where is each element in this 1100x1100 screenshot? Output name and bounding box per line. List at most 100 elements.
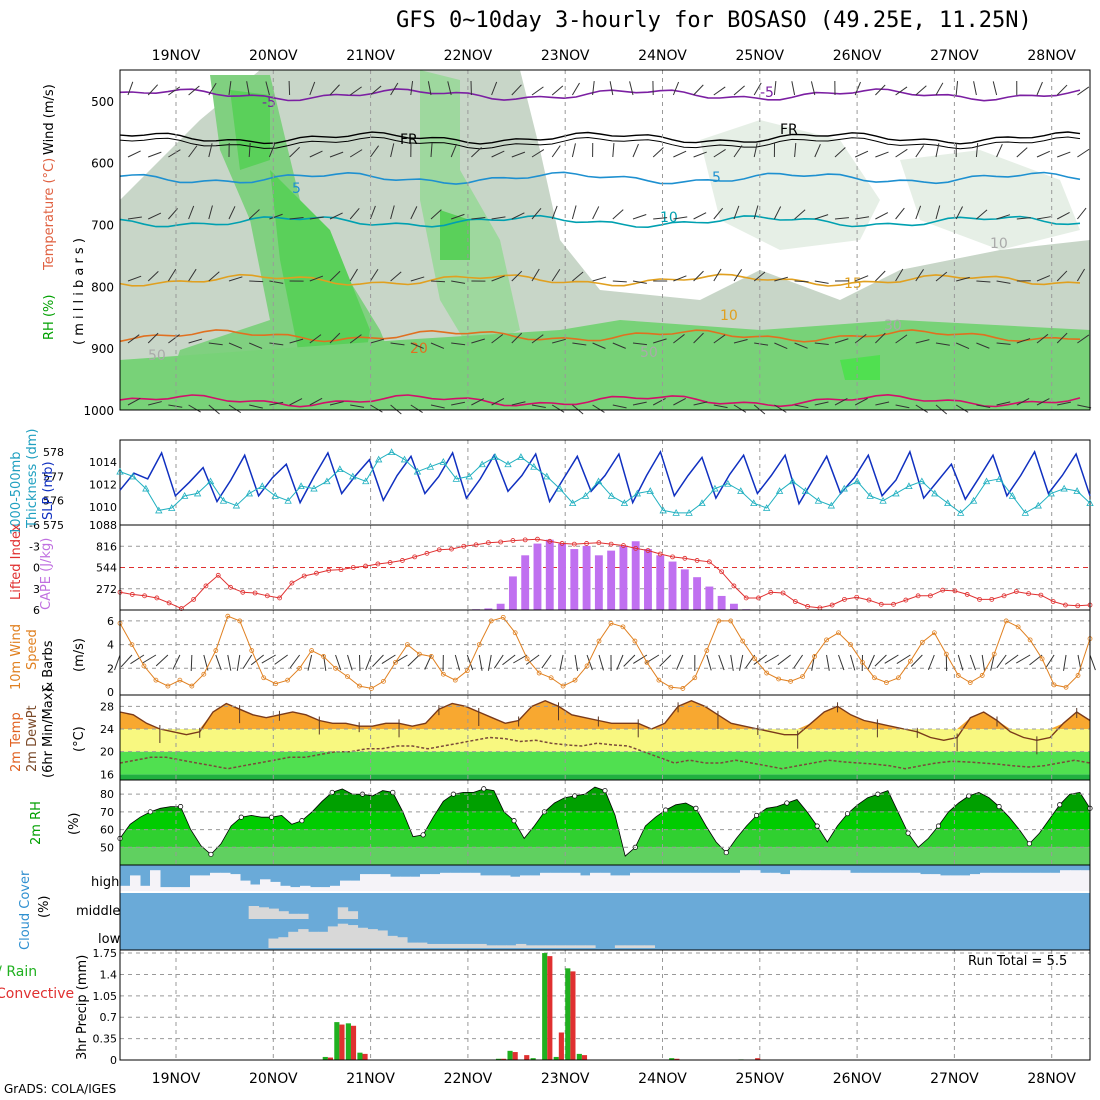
wind-barb <box>956 276 970 282</box>
slp-tick: 1012 <box>89 479 117 492</box>
thickness-marker <box>168 504 176 511</box>
label-pr-c: 3hr Precip (mm) <box>75 955 90 1060</box>
rh-marker <box>844 811 851 817</box>
rh-marker <box>481 786 487 792</box>
wind-speed-marker <box>1063 684 1069 690</box>
rh-marker <box>784 800 790 806</box>
wind-barb <box>329 212 343 220</box>
wind-barb <box>148 151 162 158</box>
surface-wind-barb <box>867 654 875 670</box>
surface-wind-barb <box>172 654 181 670</box>
wind-speed-marker <box>333 665 338 671</box>
wind-speed-marker <box>548 675 554 681</box>
cloud-high-clear <box>860 872 871 891</box>
cloud-bar <box>416 942 428 948</box>
wind-barb <box>127 150 141 158</box>
wind-speed-marker <box>680 686 686 691</box>
li-marker <box>731 583 737 589</box>
precip-total-bar <box>669 1058 675 1060</box>
wind-barb <box>188 404 201 413</box>
wind-barb <box>349 334 362 344</box>
label-high: high <box>91 875 119 890</box>
wind-speed-marker <box>740 638 746 644</box>
wind-speed-marker <box>919 639 925 645</box>
cloud-high-clear <box>570 872 581 891</box>
wind-barb <box>632 401 647 406</box>
cloud-high-clear <box>440 872 451 891</box>
precip-tick: 1.05 <box>93 990 118 1003</box>
cloud-bar <box>506 945 517 948</box>
cape-tick: 544 <box>96 562 117 575</box>
thickness-marker <box>581 492 590 499</box>
rh-tick: 80 <box>100 788 114 801</box>
surface-wind-barb <box>381 654 396 664</box>
wind-barb <box>632 143 639 158</box>
li-marker <box>1001 593 1007 599</box>
precip-convective-bar <box>570 971 576 1060</box>
thickness-marker <box>892 489 900 497</box>
wind-barb <box>1036 333 1049 344</box>
cloud-bar <box>370 865 381 875</box>
li-marker <box>412 554 418 560</box>
wind-barb <box>1077 334 1090 344</box>
cloud-high-clear <box>740 870 751 891</box>
wind-speed-marker <box>668 684 674 690</box>
wind-barb <box>612 280 627 283</box>
cloud-bar <box>1030 865 1041 873</box>
wind-barb <box>249 404 263 409</box>
li-marker <box>596 540 602 546</box>
cloud-high-clear <box>640 872 651 891</box>
wind-barb <box>693 212 707 220</box>
thickness-marker <box>219 496 228 504</box>
li-marker <box>350 565 356 570</box>
cloud-high-clear <box>1080 870 1091 891</box>
wind-barb <box>551 404 565 413</box>
wind-barb <box>1036 275 1051 282</box>
wind-speed-marker <box>752 656 758 662</box>
wind-barb <box>269 401 284 406</box>
wind-tick: 6 <box>107 615 114 628</box>
li-marker <box>1063 602 1068 608</box>
wind-barb <box>754 342 769 346</box>
day-label-bottom: 28NOV <box>1027 1071 1076 1087</box>
cloud-bar <box>170 865 181 888</box>
cloud-high-clear <box>310 887 321 891</box>
wind-barb <box>430 209 442 220</box>
precip-tick: 0 <box>110 1054 117 1067</box>
wind-barb <box>511 332 523 344</box>
wind-barb <box>609 81 614 96</box>
wind-barb <box>188 205 195 220</box>
cloud-bar <box>840 865 851 871</box>
thickness-tick: 575 <box>43 519 64 532</box>
label-w10-a: 10m Wind <box>9 624 24 690</box>
wind-barb <box>390 82 399 96</box>
cloud-bar <box>890 865 901 873</box>
wind-barb <box>309 216 324 220</box>
wind-barb <box>794 143 797 158</box>
wind-barb <box>976 404 991 409</box>
cape-bar <box>668 561 677 610</box>
wind-barb <box>592 404 605 413</box>
cloud-high-clear <box>660 872 671 891</box>
isotherm-line <box>119 273 1081 287</box>
cloud-bar <box>535 945 547 948</box>
day-labels-top: 19NOV 20NOV 21NOV 22NOV 23NOV 24NOV 25NOV 26NOV… <box>152 48 1077 64</box>
wind-barb <box>349 149 363 158</box>
cloud-high-clear <box>370 874 381 891</box>
cloud-bar <box>565 945 576 948</box>
cloud-bar <box>466 943 477 948</box>
cape-tick: 1088 <box>89 519 117 532</box>
wind-speed-marker <box>848 642 853 648</box>
thickness-marker <box>672 509 680 516</box>
wind-barb <box>854 398 868 406</box>
li-marker <box>805 604 810 609</box>
wind-barb <box>450 143 458 158</box>
wind-barb <box>1036 216 1051 220</box>
cloud-high-clear <box>930 874 941 891</box>
rh-marker <box>693 805 699 811</box>
wind-barb <box>632 214 647 220</box>
thickness-marker <box>400 455 409 463</box>
label-t2-a: 2m Temp <box>9 712 24 772</box>
cloud-bar <box>960 865 971 876</box>
label-pr-b: Convective <box>0 986 74 1002</box>
